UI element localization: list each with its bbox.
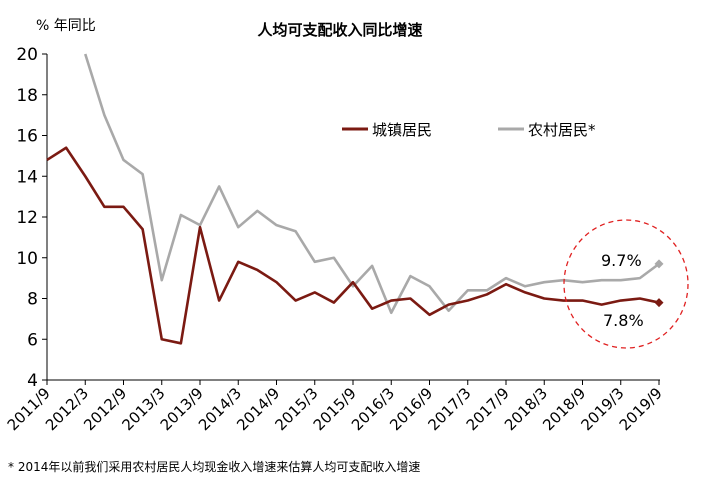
- footnote: * 2014年以前我们采用农村居民人均现金收入增速来估算人均可支配收入增速: [8, 459, 420, 474]
- y-axis: 4 6 8 10 12 14 16 18 20: [16, 45, 48, 391]
- chart-title: 人均可支配收入同比增速: [257, 21, 422, 39]
- y-tick-label: 14: [16, 167, 38, 187]
- y-axis-unit-label: % 年同比: [36, 18, 96, 34]
- legend: 城镇居民 农村居民*: [342, 121, 596, 139]
- y-tick-label: 8: [27, 290, 38, 310]
- y-tick-label: 20: [16, 45, 38, 65]
- y-tick-label: 10: [16, 249, 38, 269]
- series-group: [46, 53, 664, 345]
- y-tick-label: 12: [16, 208, 38, 228]
- y-tick-label: 16: [16, 127, 38, 147]
- series-line-rural: [84, 53, 660, 315]
- legend-label: 城镇居民: [372, 121, 432, 139]
- series-line-urban: [46, 146, 660, 345]
- y-tick-label: 4: [27, 371, 38, 391]
- highlight-circle: [563, 219, 689, 349]
- y-tick-label: 6: [27, 330, 38, 350]
- x-tick-label: 2019/9: [616, 384, 666, 434]
- end-marker: [654, 298, 664, 308]
- annotations: 7.8% 9.7%: [563, 219, 689, 349]
- end-value-label: 9.7%: [601, 251, 642, 270]
- end-value-label: 7.8%: [603, 311, 644, 330]
- end-marker: [654, 259, 664, 269]
- y-tick-label: 18: [16, 86, 38, 106]
- legend-label: 农村居民*: [528, 121, 596, 139]
- x-axis: 2011/92012/32012/92013/32013/92014/32014…: [4, 379, 666, 434]
